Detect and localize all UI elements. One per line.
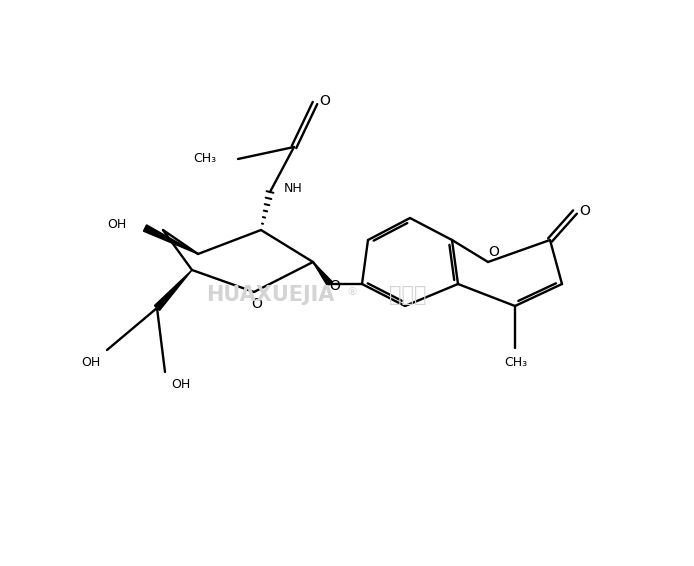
Polygon shape — [155, 270, 192, 310]
Text: O: O — [330, 279, 341, 293]
Text: O: O — [319, 94, 330, 108]
Polygon shape — [313, 262, 332, 286]
Text: O: O — [251, 297, 262, 311]
Text: NH: NH — [284, 182, 303, 195]
Polygon shape — [144, 225, 198, 254]
Text: OH: OH — [82, 355, 101, 368]
Text: O: O — [579, 204, 591, 218]
Text: O: O — [489, 245, 500, 259]
Text: ®: ® — [346, 287, 357, 297]
Text: OH: OH — [108, 217, 127, 230]
Text: CH₃: CH₃ — [505, 355, 527, 368]
Text: OH: OH — [171, 378, 190, 391]
Text: HUAXUEJIA: HUAXUEJIA — [206, 285, 335, 305]
Text: 化学加: 化学加 — [389, 285, 427, 305]
Text: CH₃: CH₃ — [193, 152, 216, 165]
